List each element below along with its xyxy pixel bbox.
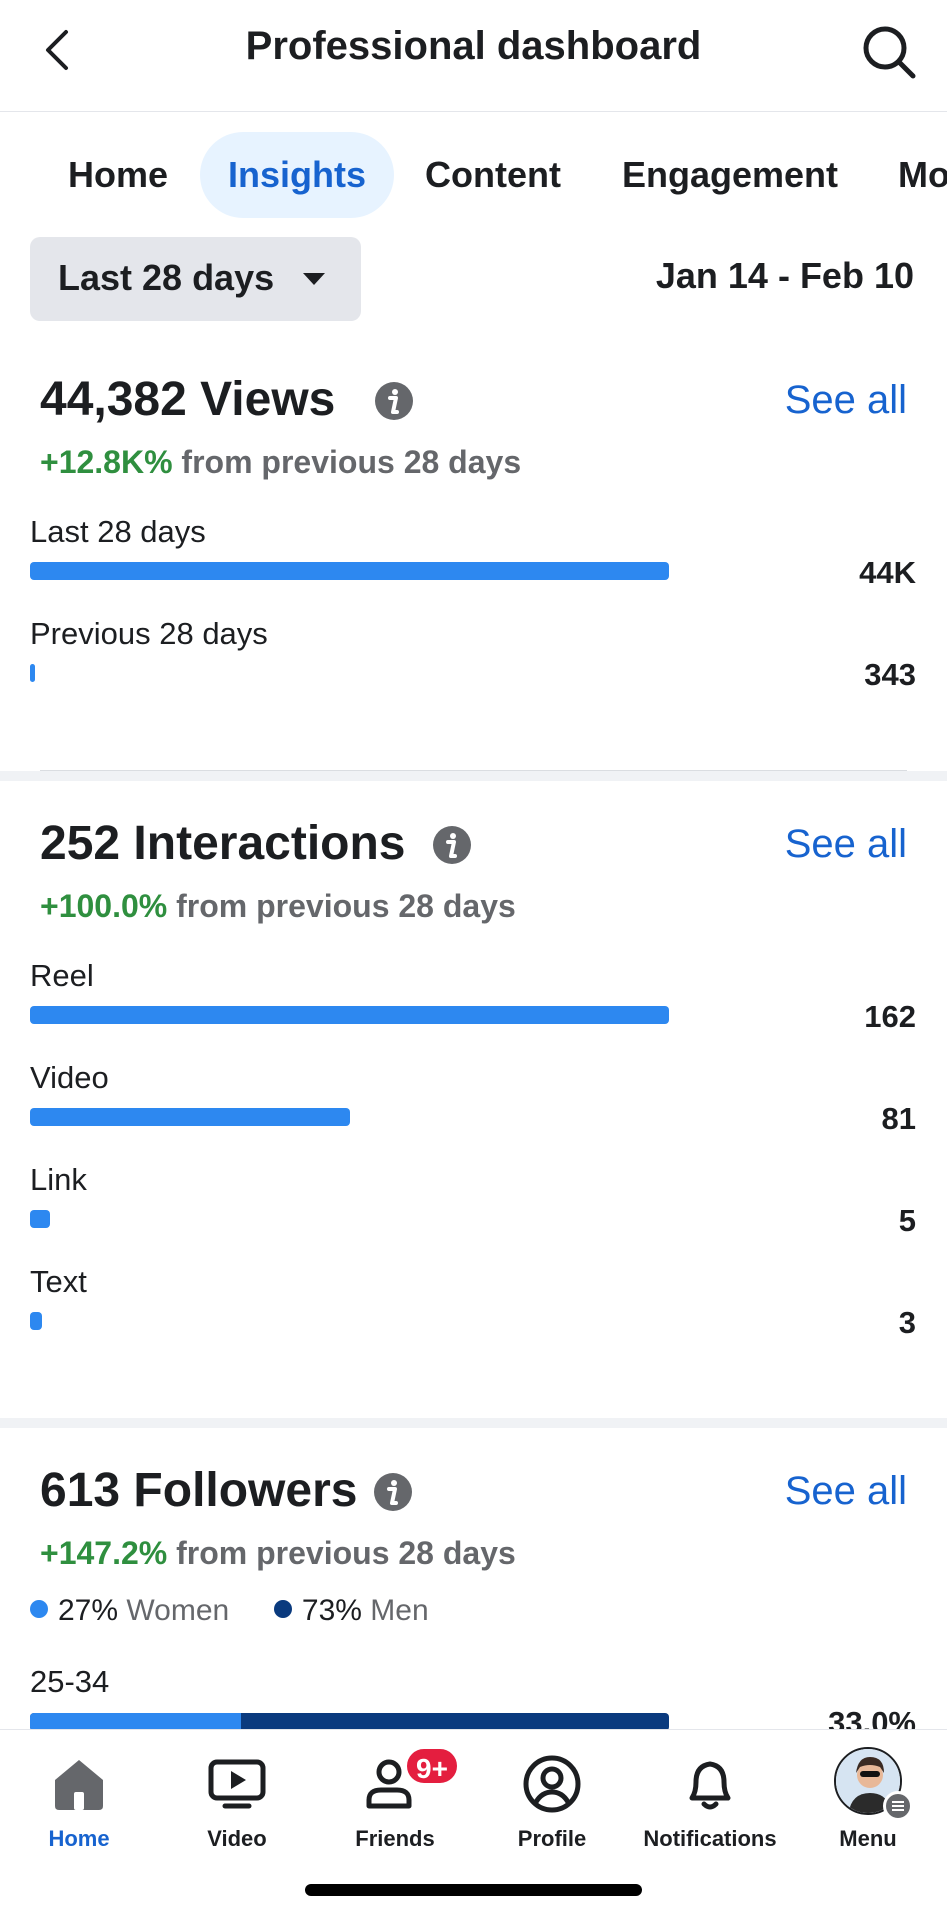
back-arrow-icon[interactable] xyxy=(40,26,76,74)
section-divider xyxy=(0,1418,947,1428)
interaction-bar xyxy=(30,1210,50,1228)
views-bar-track xyxy=(30,664,669,682)
views-see-all-link[interactable]: See all xyxy=(784,378,907,422)
views-title: 44,382 Views xyxy=(40,373,336,426)
nav-friends-label: Friends xyxy=(355,1826,435,1851)
views-row-label: Last 28 days xyxy=(30,514,206,549)
tab-engagement[interactable]: Engagement xyxy=(622,154,839,195)
followers-change: +147.2% from previous 28 days xyxy=(40,1535,516,1572)
nav-video-label: Video xyxy=(207,1826,267,1851)
video-icon xyxy=(208,1759,266,1809)
page-title: Professional dashboard xyxy=(245,24,702,68)
interactions-change-text: from previous 28 days xyxy=(176,888,516,924)
views-row-value: 343 xyxy=(864,657,916,692)
interaction-row-label: Text xyxy=(30,1264,87,1299)
tab-content[interactable]: Content xyxy=(425,154,561,195)
nav-menu-label: Menu xyxy=(839,1826,897,1851)
followers-change-value: +147.2% xyxy=(40,1535,168,1571)
friends-badge: 9+ xyxy=(404,1746,460,1786)
women-pct: 27% xyxy=(58,1594,119,1627)
men-label: Men xyxy=(370,1594,429,1627)
nav-video[interactable]: Video xyxy=(158,1730,316,1860)
followers-see-all-link[interactable]: See all xyxy=(784,1469,907,1513)
date-filter-dropdown[interactable]: Last 28 days xyxy=(30,237,361,321)
interaction-row-label: Reel xyxy=(30,958,94,993)
interactions-see-all-link[interactable]: See all xyxy=(784,822,907,866)
info-icon[interactable] xyxy=(373,1472,413,1512)
interactions-change: +100.0% from previous 28 days xyxy=(40,888,516,925)
menu-lines-icon xyxy=(883,1791,913,1821)
home-icon xyxy=(55,1760,103,1810)
interaction-bar-track xyxy=(30,1006,669,1024)
section-divider xyxy=(0,771,947,781)
bell-icon xyxy=(689,1761,731,1810)
followers-change-text: from previous 28 days xyxy=(176,1535,516,1571)
views-row-label: Previous 28 days xyxy=(30,616,268,651)
views-change: +12.8K% from previous 28 days xyxy=(40,444,521,481)
gender-legend: 27% Women 73% Men xyxy=(30,1594,429,1628)
followers-title: 613 Followers xyxy=(40,1464,358,1517)
interaction-row-label: Video xyxy=(30,1060,109,1095)
interaction-bar-track xyxy=(30,1210,669,1228)
nav-friends[interactable]: 9+ Friends xyxy=(316,1730,474,1860)
date-filter-label: Last 28 days xyxy=(58,257,275,298)
interaction-bar xyxy=(30,1006,669,1024)
date-range: Jan 14 - Feb 10 xyxy=(655,255,914,296)
profile-icon xyxy=(523,1755,581,1813)
tab-bar: Home Insights Content Engagement Mo xyxy=(0,130,947,220)
views-change-value: +12.8K% xyxy=(40,444,173,480)
interactions-change-value: +100.0% xyxy=(40,888,168,924)
views-bar xyxy=(30,562,669,580)
views-change-text: from previous 28 days xyxy=(181,444,522,480)
divider xyxy=(40,770,907,771)
views-row-value: 44K xyxy=(859,555,916,590)
women-label: Women xyxy=(126,1594,230,1627)
caret-down-icon xyxy=(303,273,325,285)
header: Professional dashboard xyxy=(0,0,947,112)
interaction-bar xyxy=(30,1108,350,1126)
interaction-row-label: Link xyxy=(30,1162,87,1197)
interaction-row-value: 3 xyxy=(898,1305,916,1340)
interaction-bar-track xyxy=(30,1108,669,1126)
nav-notifications[interactable]: Notifications xyxy=(631,1730,789,1860)
age-women-segment xyxy=(30,1713,241,1731)
info-icon[interactable] xyxy=(374,381,414,421)
nav-menu[interactable]: Menu xyxy=(789,1730,947,1860)
interaction-bar xyxy=(30,1312,43,1330)
info-icon[interactable] xyxy=(432,825,472,865)
men-pct: 73% xyxy=(301,1594,362,1627)
search-icon[interactable] xyxy=(859,22,919,82)
nav-profile[interactable]: Profile xyxy=(473,1730,631,1860)
views-bar xyxy=(30,664,35,682)
tab-home[interactable]: Home xyxy=(68,154,169,195)
interactions-title: 252 Interactions xyxy=(40,817,406,870)
men-dot xyxy=(273,1600,292,1619)
interaction-row-value: 162 xyxy=(864,999,916,1034)
home-indicator xyxy=(305,1884,642,1896)
tab-more[interactable]: Mo xyxy=(898,154,947,195)
views-bar-track xyxy=(30,562,669,580)
nav-home-label: Home xyxy=(48,1826,110,1851)
nav-profile-label: Profile xyxy=(517,1826,587,1851)
nav-notifications-label: Notifications xyxy=(643,1826,777,1851)
interaction-bar-track xyxy=(30,1312,669,1330)
interaction-row-value: 5 xyxy=(898,1203,916,1238)
age-gender-bar xyxy=(30,1713,669,1731)
age-row-label: 25-34 xyxy=(30,1664,110,1699)
tab-insights[interactable]: Insights xyxy=(200,132,395,218)
nav-home[interactable]: Home xyxy=(0,1730,158,1860)
interaction-row-value: 81 xyxy=(881,1101,916,1136)
women-dot xyxy=(30,1600,48,1619)
